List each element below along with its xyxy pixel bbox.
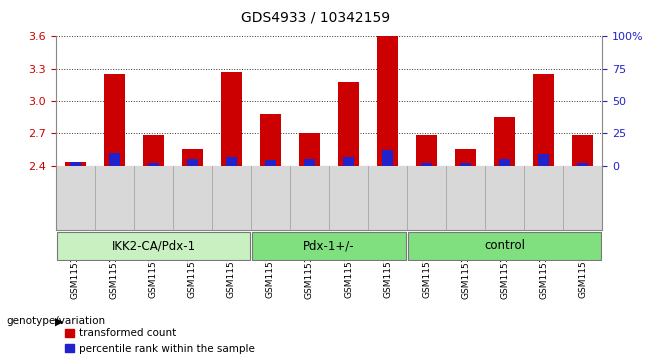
Legend: transformed count, percentile rank within the sample: transformed count, percentile rank withi… bbox=[61, 324, 259, 358]
Bar bbox=[416, 135, 438, 166]
Bar bbox=[64, 162, 86, 166]
Bar bbox=[182, 150, 203, 166]
Bar bbox=[576, 163, 588, 166]
Bar bbox=[187, 159, 198, 166]
Bar bbox=[220, 72, 242, 166]
Bar bbox=[265, 160, 276, 166]
Bar bbox=[460, 163, 471, 166]
Bar bbox=[260, 114, 281, 166]
Text: IKK2-CA/Pdx-1: IKK2-CA/Pdx-1 bbox=[111, 239, 195, 252]
Bar bbox=[303, 159, 315, 166]
Bar bbox=[377, 36, 398, 166]
Bar bbox=[382, 150, 393, 166]
Bar bbox=[420, 163, 432, 166]
Bar bbox=[499, 159, 511, 166]
Text: Pdx-1+/-: Pdx-1+/- bbox=[303, 239, 355, 252]
Bar bbox=[533, 74, 554, 166]
Text: control: control bbox=[484, 239, 525, 252]
FancyBboxPatch shape bbox=[252, 232, 406, 260]
Bar bbox=[343, 156, 355, 166]
FancyBboxPatch shape bbox=[408, 232, 601, 260]
Bar bbox=[226, 156, 238, 166]
Bar bbox=[572, 135, 594, 166]
Bar bbox=[70, 162, 82, 166]
Bar bbox=[455, 150, 476, 166]
Bar bbox=[147, 163, 159, 166]
Bar bbox=[104, 74, 125, 166]
Bar bbox=[338, 82, 359, 166]
Text: GDS4933 / 10342159: GDS4933 / 10342159 bbox=[241, 11, 390, 25]
Text: ▶: ▶ bbox=[55, 316, 63, 326]
Bar bbox=[299, 133, 320, 166]
Bar bbox=[494, 117, 515, 166]
Bar bbox=[143, 135, 164, 166]
Bar bbox=[538, 154, 549, 166]
Bar bbox=[109, 153, 120, 166]
FancyBboxPatch shape bbox=[57, 232, 250, 260]
Text: genotype/variation: genotype/variation bbox=[7, 316, 106, 326]
